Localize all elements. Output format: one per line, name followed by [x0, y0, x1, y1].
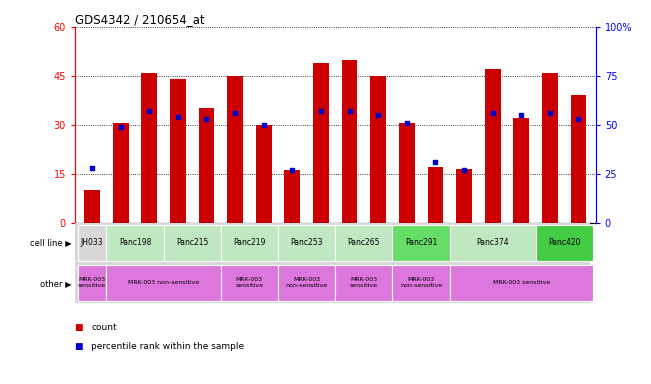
Point [230, 110, 240, 116]
Bar [335, 225, 393, 261]
Point [373, 112, 383, 118]
Point [545, 110, 555, 116]
Bar [221, 225, 278, 261]
Bar [199, 109, 214, 223]
Text: count: count [91, 323, 117, 332]
Bar [399, 123, 415, 223]
Point [459, 167, 469, 173]
Text: MRK-003
sensitive: MRK-003 sensitive [236, 277, 264, 288]
Point [402, 120, 412, 126]
Text: Panc219: Panc219 [233, 238, 266, 247]
Bar [393, 225, 450, 261]
Text: Panc253: Panc253 [290, 238, 323, 247]
Text: cell line ▶: cell line ▶ [30, 238, 72, 247]
Bar [335, 265, 393, 301]
Bar [84, 190, 100, 223]
Bar [450, 225, 536, 261]
Text: MRK-003
non-sensitive: MRK-003 non-sensitive [286, 277, 327, 288]
Bar [278, 225, 335, 261]
Bar [221, 265, 278, 301]
Bar [77, 265, 106, 301]
Text: Panc198: Panc198 [118, 238, 151, 247]
Point [115, 124, 126, 130]
Text: Panc265: Panc265 [348, 238, 380, 247]
Bar [428, 167, 443, 223]
Text: ■: ■ [75, 343, 86, 351]
Text: MRK-003 sensitive: MRK-003 sensitive [493, 280, 550, 285]
Bar [113, 123, 128, 223]
Bar [571, 95, 587, 223]
Bar [278, 265, 335, 301]
Bar [163, 225, 221, 261]
Text: Panc420: Panc420 [548, 238, 581, 247]
Bar [542, 73, 558, 223]
Text: other ▶: other ▶ [40, 279, 72, 288]
Point [173, 114, 183, 120]
Point [344, 108, 355, 114]
Text: percentile rank within the sample: percentile rank within the sample [91, 343, 244, 351]
Text: MRK-003
sensitive: MRK-003 sensitive [350, 277, 378, 288]
Bar [370, 76, 386, 223]
Bar [284, 170, 300, 223]
Text: MRK-003
non-sensitive: MRK-003 non-sensitive [400, 277, 442, 288]
Point [316, 108, 326, 114]
Bar [485, 70, 501, 223]
Point [201, 116, 212, 122]
Text: ■: ■ [75, 323, 86, 332]
Point [574, 116, 584, 122]
Text: JH033: JH033 [81, 238, 104, 247]
Bar [227, 76, 243, 223]
Text: Panc291: Panc291 [405, 238, 437, 247]
Bar [141, 73, 157, 223]
Bar [106, 265, 221, 301]
Bar [536, 225, 593, 261]
Point [144, 108, 154, 114]
Bar [77, 225, 106, 261]
Text: GDS4342 / 210654_at: GDS4342 / 210654_at [75, 13, 204, 26]
Point [430, 159, 441, 165]
Bar [514, 118, 529, 223]
Point [87, 165, 97, 171]
Text: MRK-003 non-sensitive: MRK-003 non-sensitive [128, 280, 199, 285]
Bar [256, 125, 271, 223]
Point [287, 167, 298, 173]
Point [516, 112, 527, 118]
Bar [313, 63, 329, 223]
Bar [393, 265, 450, 301]
Bar [456, 169, 472, 223]
Bar [342, 60, 357, 223]
Text: MRK-003
sensitive: MRK-003 sensitive [78, 277, 106, 288]
Point [488, 110, 498, 116]
Text: Panc374: Panc374 [477, 238, 509, 247]
Bar [450, 265, 593, 301]
Bar [106, 225, 163, 261]
Bar [170, 79, 186, 223]
Point [258, 122, 269, 128]
Text: Panc215: Panc215 [176, 238, 208, 247]
